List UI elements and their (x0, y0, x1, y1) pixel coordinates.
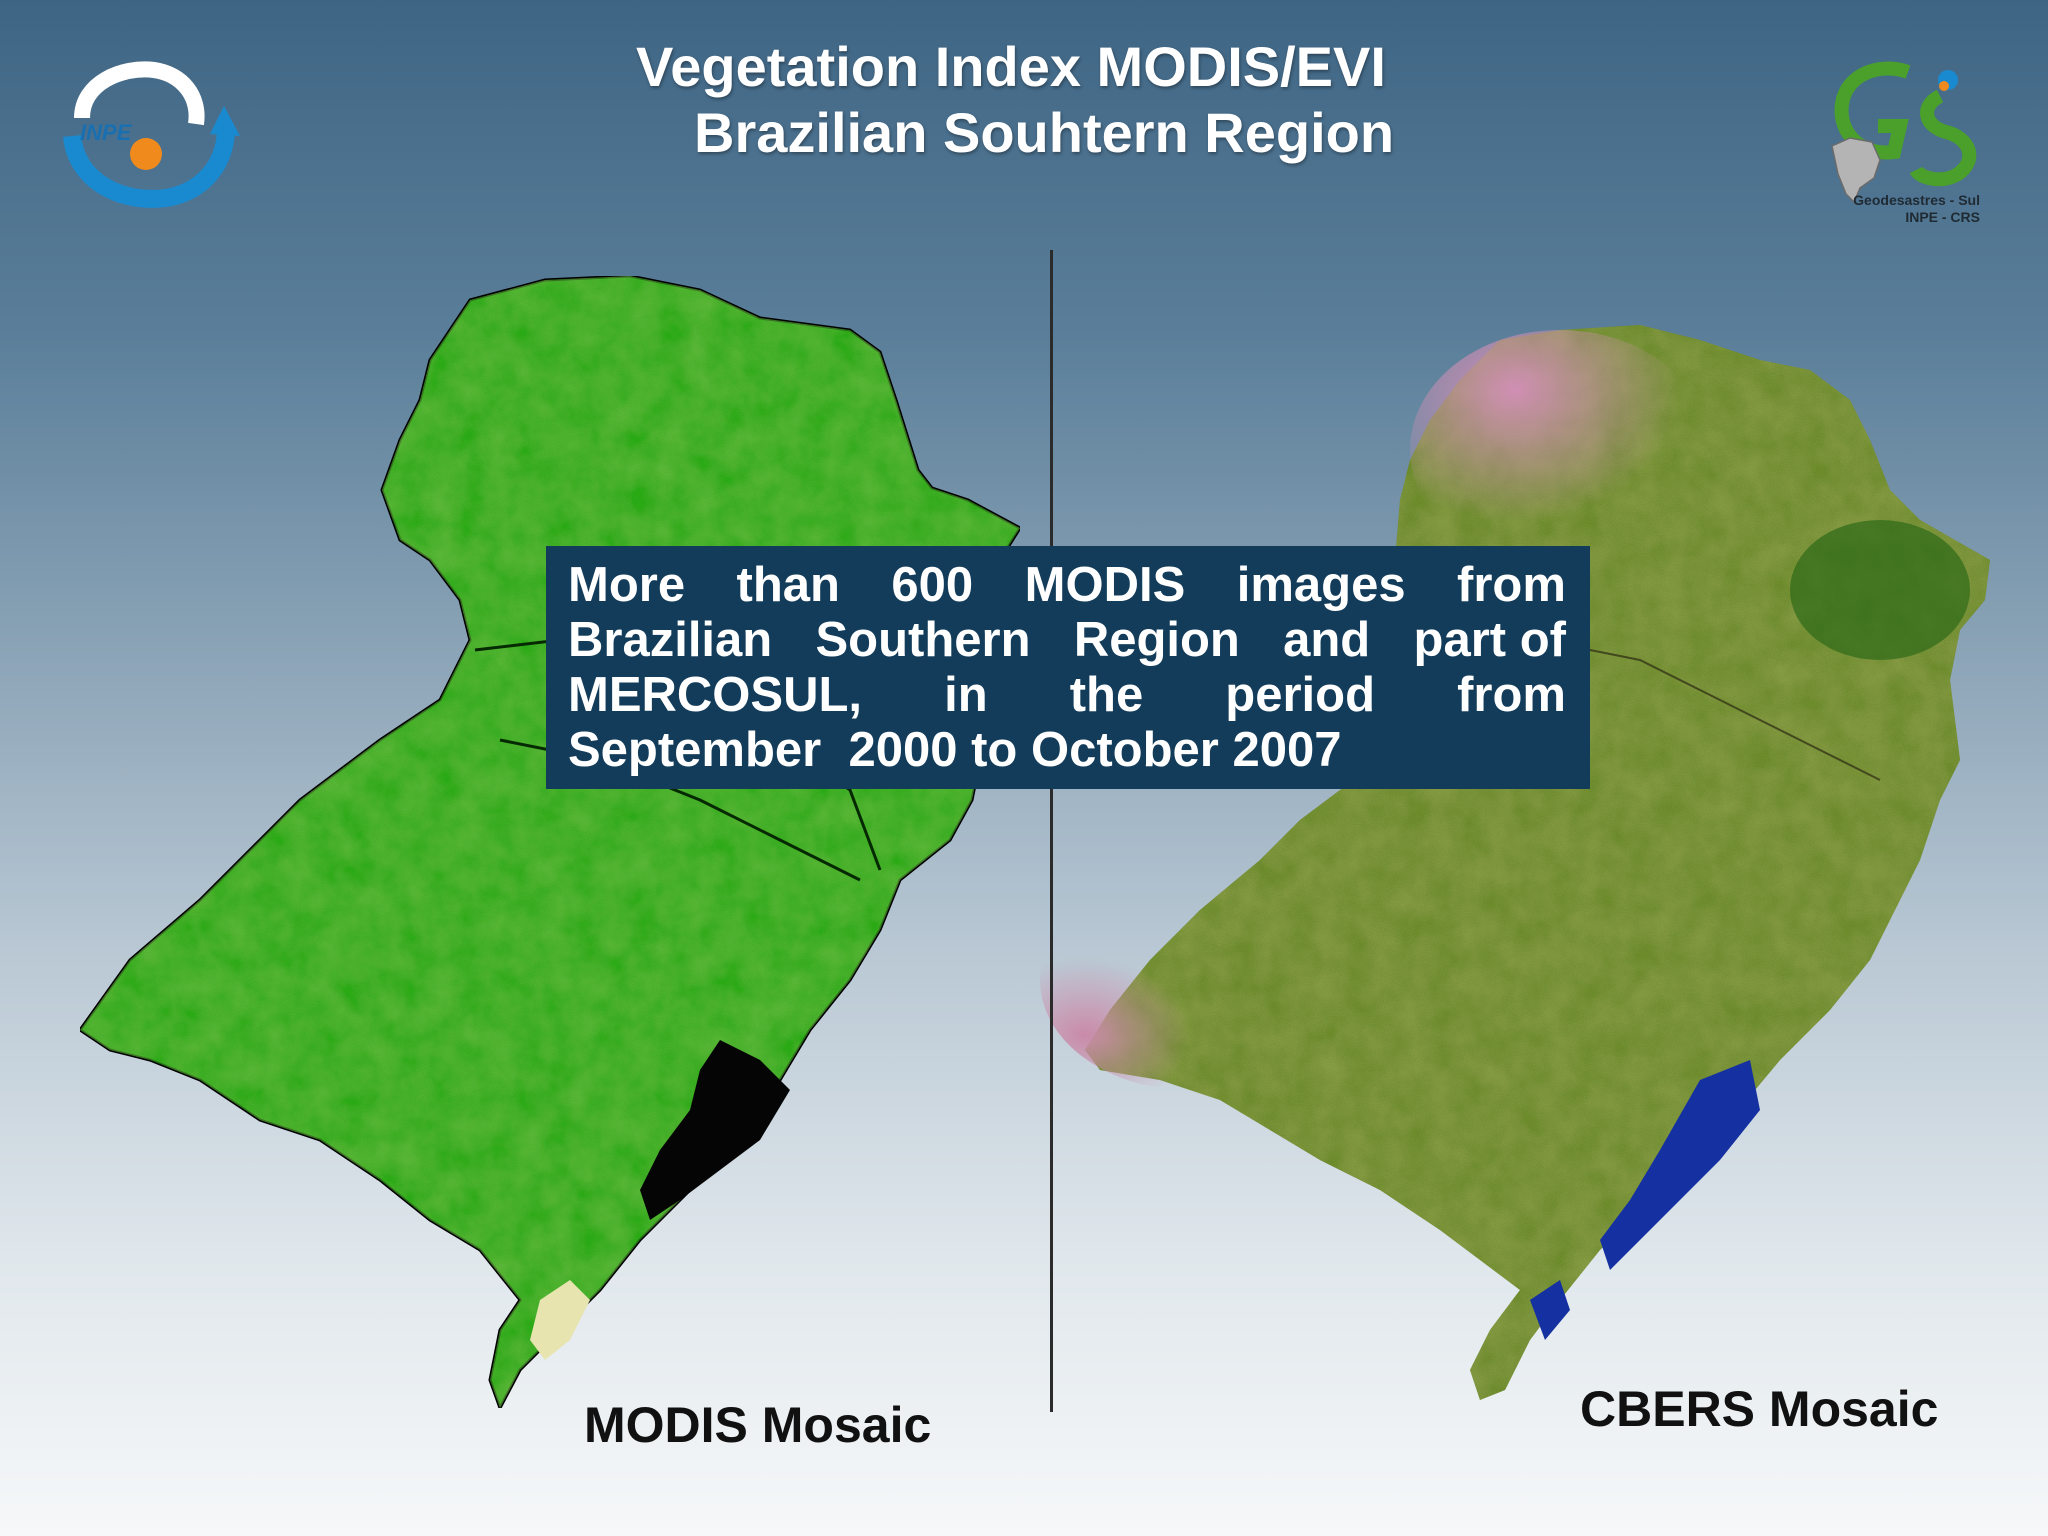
info-line-1: More than 600 MODIS images from (568, 558, 1566, 613)
info-word: the (1069, 668, 1144, 722)
info-word: from (1457, 558, 1566, 612)
info-word: from (1457, 668, 1566, 722)
info-word: Southern (815, 613, 1031, 667)
info-word: Brazilian (568, 613, 773, 667)
geodesastres-logo-icon (1831, 61, 1977, 204)
info-line-2: Brazilian Southern Region and part of (568, 613, 1566, 668)
info-word: and (1283, 613, 1371, 667)
slide-title: Vegetation Index MODIS/EVI Brazilian Sou… (560, 34, 1460, 166)
title-line-2: Brazilian Souhtern Region (694, 101, 1395, 164)
cbers-mosaic-map (1040, 325, 1990, 1400)
info-word: MERCOSUL, (568, 668, 862, 722)
info-line-4: September 2000 to October 2007 (568, 723, 1566, 778)
geodesastres-caption-line-2: INPE - CRS (1905, 209, 1980, 225)
info-word: than (736, 558, 840, 612)
info-box: More than 600 MODIS images from Brazilia… (546, 546, 1590, 789)
info-word: 600 (891, 558, 974, 612)
modis-caption: MODIS Mosaic (584, 1397, 932, 1453)
info-word: More (568, 558, 686, 612)
geodesastres-caption-line-1: Geodesastres - Sul (1853, 192, 1980, 208)
inpe-logo-icon: INPE (63, 61, 240, 208)
title-line-1: Vegetation Index MODIS/EVI (636, 35, 1386, 98)
mosaic-divider (1050, 250, 1053, 1412)
cbers-caption: CBERS Mosaic (1580, 1381, 1939, 1437)
info-word: in (944, 668, 988, 722)
info-word: Region (1073, 613, 1240, 667)
inpe-logo-text: INPE (80, 120, 133, 145)
modis-mosaic-map (77, 274, 1023, 1412)
geodesastres-caption: Geodesastres - Sul INPE - CRS (1800, 192, 1980, 226)
info-word: part of (1413, 613, 1566, 667)
info-word: MODIS (1024, 558, 1186, 612)
info-word: images (1236, 558, 1406, 612)
info-line-3: MERCOSUL, in the period from (568, 668, 1566, 723)
info-word: September 2000 to October 2007 (568, 723, 1342, 777)
info-word: period (1225, 668, 1376, 722)
